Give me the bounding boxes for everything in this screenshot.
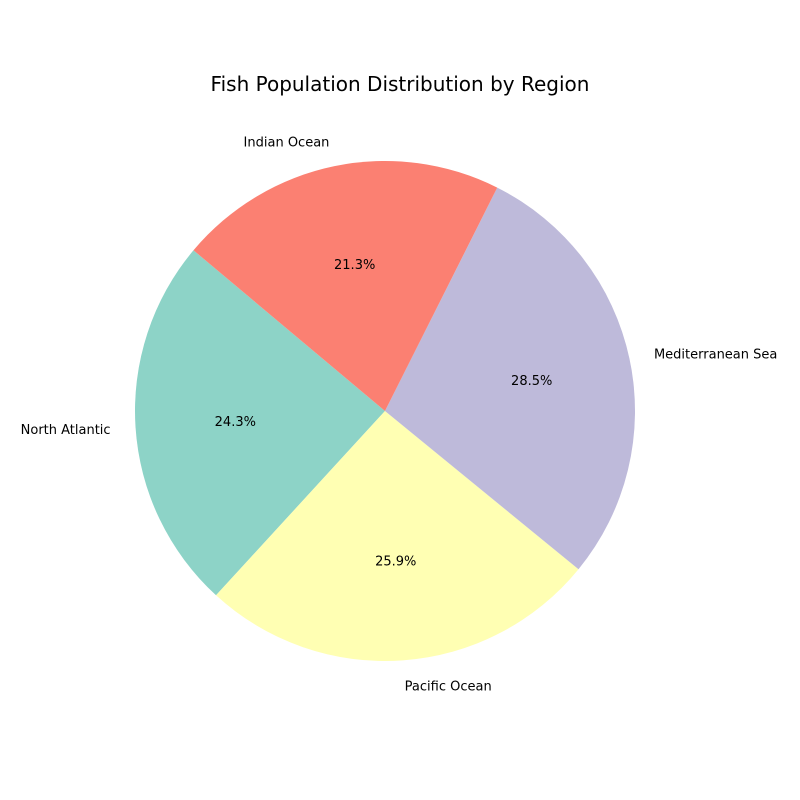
pie-slices bbox=[135, 161, 636, 661]
chart-title: Fish Population Distribution by Region bbox=[211, 72, 590, 96]
percent-label-mediterranean-sea: 28.5% bbox=[511, 374, 552, 389]
pie-slice-pacific-ocean bbox=[216, 411, 579, 661]
pie-labels: North Atlantic 24.3% Pacific Ocean 25.9% Med… bbox=[21, 136, 778, 695]
pie-slice-indian-ocean bbox=[193, 161, 498, 411]
slice-label-mediterranean-sea: Mediterranean Sea bbox=[654, 348, 777, 363]
pie-slice-mediterranean-sea bbox=[385, 187, 636, 570]
pie-slice-north-atlantic bbox=[135, 250, 385, 596]
slice-label-pacific-ocean: Pacific Ocean bbox=[405, 679, 492, 694]
slice-label-indian-ocean: Indian Ocean bbox=[244, 136, 330, 151]
percent-label-pacific-ocean: 25.9% bbox=[375, 555, 416, 570]
percent-label-indian-ocean: 21.3% bbox=[334, 258, 375, 273]
percent-label-north-atlantic: 24.3% bbox=[215, 415, 256, 430]
slice-label-north-atlantic: North Atlantic bbox=[21, 423, 111, 438]
